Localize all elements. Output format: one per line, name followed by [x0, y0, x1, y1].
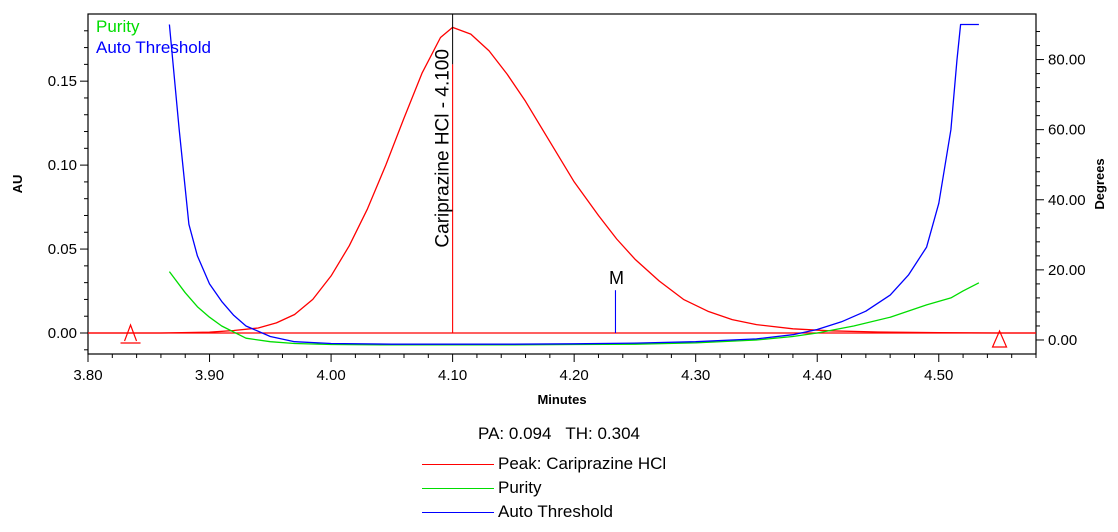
pa-label: PA:	[478, 424, 505, 443]
x-tick-label: 4.20	[560, 367, 589, 384]
y-left-tick-label: 0.05	[48, 241, 77, 258]
y-right-tick-label: 80.00	[1048, 52, 1086, 69]
y-right-tick-label: 60.00	[1048, 122, 1086, 139]
legend-label-peak: Peak: Cariprazine HCl	[498, 454, 667, 473]
x-tick-label: 4.10	[438, 367, 467, 384]
purity-threshold-readout: PA: 0.094 TH: 0.304	[0, 424, 1118, 444]
x-tick-label: 4.40	[803, 367, 832, 384]
x-tick-label: 4.50	[924, 367, 953, 384]
th-value: 0.304	[597, 424, 640, 443]
purity-trace	[168, 271, 980, 346]
y-right-tick-label: 0.00	[1048, 332, 1077, 349]
peak-label: Cariprazine HCl - 4.100	[433, 49, 454, 248]
baseline-end-triangle	[991, 329, 1008, 348]
in-plot-legend-purity: Purity	[96, 17, 140, 36]
legend-swatch-peak	[422, 464, 494, 465]
x-tick-label: 3.80	[73, 367, 102, 384]
x-tick-label: 4.00	[316, 367, 345, 384]
legend-label-purity: Purity	[498, 478, 542, 497]
x-tick-label: 4.30	[681, 367, 710, 384]
threshold-trace	[168, 23, 979, 345]
chromatogram-chart: 3.80 3.90 4.00 4.10 4.20 4.30 4.40 4.50 0.00 0.05…	[10, 13, 1107, 407]
y-right-tick-label: 40.00	[1048, 192, 1086, 209]
in-plot-legend-threshold: Auto Threshold	[96, 38, 211, 57]
legend-swatch-threshold	[422, 512, 494, 513]
legend-label-threshold: Auto Threshold	[498, 502, 613, 521]
plot-frame	[87, 13, 1037, 355]
y-left-tick-label: 0.10	[48, 157, 77, 174]
pa-value: 0.094	[508, 424, 552, 443]
y-right-tick-label: 20.00	[1048, 262, 1086, 279]
legend-swatch-purity	[422, 488, 494, 489]
m-marker-label: M	[609, 268, 624, 288]
y-left-axis-title: AU	[10, 175, 25, 194]
th-label: TH:	[565, 424, 593, 443]
baseline-start-triangle	[123, 323, 138, 342]
y-right-axis-title: Degrees	[1092, 158, 1107, 209]
x-axis-title: Minutes	[537, 392, 586, 407]
x-tick-label: 3.90	[195, 367, 224, 384]
peak-trace	[88, 26, 1036, 334]
y-left-tick-label: 0.00	[48, 325, 77, 342]
y-left-tick-label: 0.15	[48, 73, 77, 90]
